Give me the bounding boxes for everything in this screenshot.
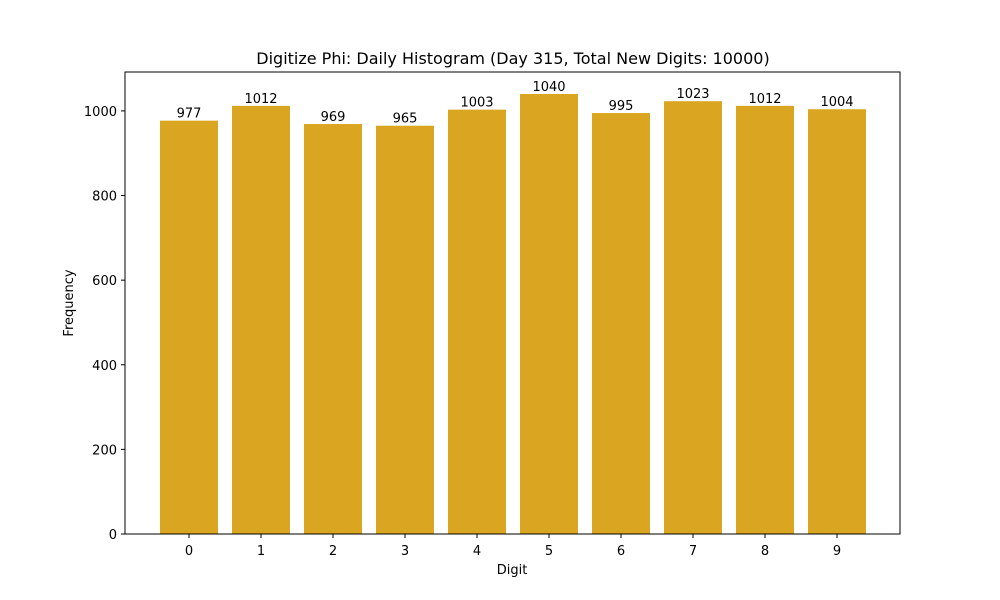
bar-value-label-0: 977 (177, 107, 202, 122)
y-axis: 0 200 400 600 800 1000 (84, 105, 125, 543)
x-tick-label-2: 2 (329, 544, 337, 559)
y-tick-label-600: 600 (92, 274, 117, 289)
x-tick-label-0: 0 (185, 544, 193, 559)
bar-value-label-2: 969 (321, 110, 346, 125)
y-tick-label-1000: 1000 (84, 105, 117, 120)
x-tick-label-8: 8 (761, 544, 769, 559)
y-axis-label: Frequency (62, 269, 77, 336)
bar-value-label-1: 1012 (244, 92, 277, 107)
bar-value-label-7: 1023 (676, 87, 709, 102)
bars-layer (160, 94, 866, 535)
x-tick-label-7: 7 (689, 544, 697, 559)
x-tick-label-5: 5 (545, 544, 553, 559)
bar-digit-8 (736, 105, 794, 534)
bar-digit-5 (520, 94, 578, 534)
bar-digit-9 (808, 109, 866, 534)
y-tick-label-800: 800 (92, 190, 117, 205)
bar-value-label-8: 1012 (748, 92, 781, 107)
x-axis: 0 1 2 3 4 5 6 7 8 9 (185, 534, 841, 559)
bar-value-label-6: 995 (609, 99, 634, 114)
x-tick-label-6: 6 (617, 544, 625, 559)
x-tick-label-4: 4 (473, 544, 481, 559)
bar-value-label-5: 1040 (532, 80, 565, 95)
bar-digit-4 (448, 109, 506, 535)
plot-frame (124, 71, 901, 535)
bar-digit-0 (160, 120, 218, 535)
bar-digit-7 (664, 101, 722, 534)
bar-digit-6 (592, 113, 650, 535)
x-axis-label: Digit (497, 563, 528, 578)
x-tick-label-9: 9 (833, 544, 841, 559)
bar-value-label-3: 965 (393, 112, 418, 127)
bar-value-label-4: 1003 (460, 96, 493, 111)
bar-digit-3 (376, 125, 434, 534)
bar-digit-1 (232, 105, 290, 534)
bar-digit-2 (304, 124, 362, 535)
y-tick-label-400: 400 (92, 359, 117, 374)
x-tick-label-3: 3 (401, 544, 409, 559)
bar-labels-layer: 977 1012 969 965 1003 1040 995 1023 1012 1004 (177, 80, 854, 127)
y-tick-label-0: 0 (109, 528, 117, 543)
y-tick-label-200: 200 (92, 443, 117, 458)
x-tick-label-1: 1 (257, 544, 265, 559)
bar-value-label-9: 1004 (820, 95, 853, 110)
chart-title: Digitize Phi: Daily Histogram (Day 315, … (256, 49, 769, 68)
